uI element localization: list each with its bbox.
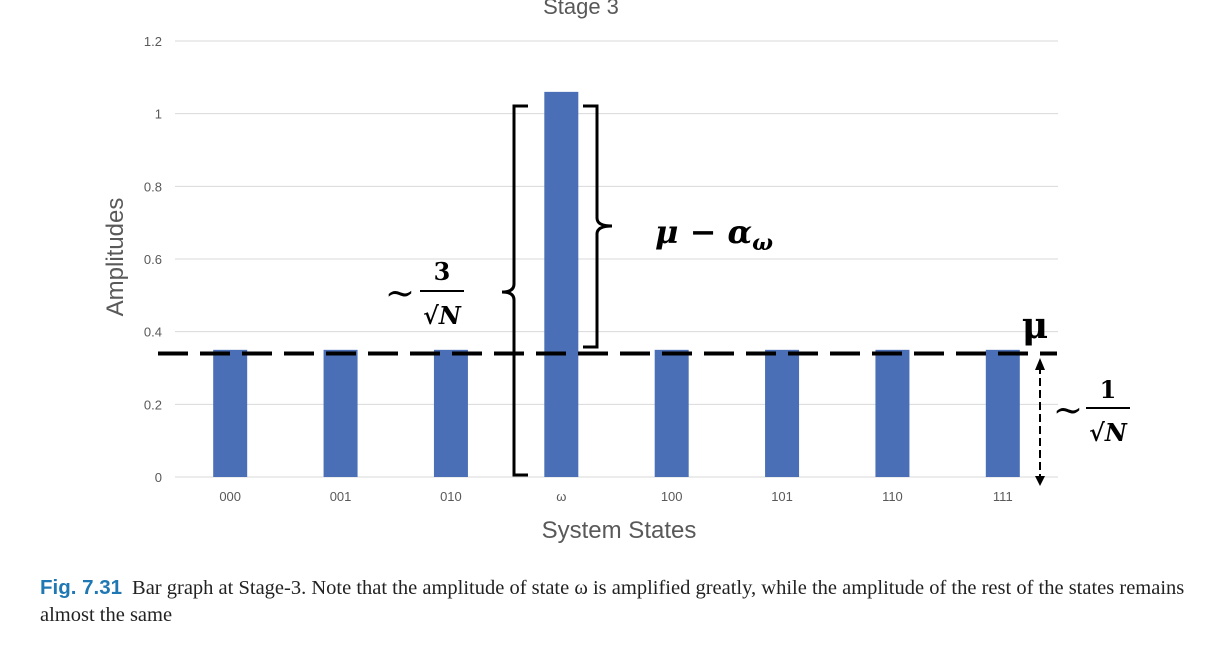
left-curly-brace: [501, 104, 528, 477]
x-tick-label: 100: [661, 489, 683, 504]
bar-001: [323, 349, 358, 477]
caption-text: Bar graph at Stage-3. Note that the ampl…: [40, 577, 1185, 626]
bar-100: [654, 349, 689, 477]
mu-minus-alpha-label: μ − αω: [655, 213, 773, 256]
x-tick-label: 111: [993, 489, 1013, 504]
numerator-1: 1: [1100, 375, 1117, 404]
three-over-sqrtN-annotation: ~ 3 √N: [385, 257, 464, 330]
numerator-3: 3: [434, 257, 451, 286]
y-tick-label: 1: [155, 107, 162, 122]
figure-caption: Fig. 7.31 Bar graph at Stage-3. Note that…: [40, 574, 1200, 629]
denominator-sqrtN: √N: [423, 301, 462, 330]
y-axis-title: Amplitudes: [102, 198, 129, 317]
x-tick-label: ω: [556, 489, 566, 504]
figure-label: Fig. 7.31: [40, 576, 123, 599]
x-tick-label: 110: [882, 489, 903, 504]
bar-101: [765, 349, 800, 477]
right-curly-brace: [583, 104, 613, 349]
bar-ω: [544, 91, 579, 477]
x-tick-label: 001: [330, 489, 352, 504]
arrow-head-bottom: [1035, 476, 1045, 486]
arrow-head-top: [1035, 358, 1045, 370]
bar-111: [985, 349, 1020, 477]
gridlines: [175, 40, 1058, 478]
x-tick-label: 010: [440, 489, 462, 504]
y-tick-label: 0.2: [144, 397, 162, 412]
x-tick-label: 101: [771, 489, 793, 504]
one-over-sqrtN-annotation: ~ 1 √N: [1035, 358, 1130, 486]
denominator-sqrtN-2: √N: [1089, 418, 1128, 447]
y-tick-label: 1.2: [144, 34, 162, 49]
bar-chart: Stage 3 0 0.2 0.4 0.6 0.8 1 1.2 000 001 010 ω 100 1…: [102, 0, 1130, 544]
y-tick-label: 0: [155, 470, 162, 485]
y-tick-label: 0.4: [144, 325, 162, 340]
x-tick-label: 000: [219, 489, 241, 504]
bar-000: [213, 349, 248, 477]
x-axis-title: System States: [542, 517, 697, 544]
chart-title: Stage 3: [543, 0, 619, 19]
mu-label: μ: [1022, 305, 1048, 347]
x-tick-labels: 000 001 010 ω 100 101 110 111: [219, 489, 1012, 504]
y-tick-label: 0.8: [144, 179, 162, 194]
bar-110: [875, 349, 910, 477]
y-tick-labels: 0 0.2 0.4 0.6 0.8 1 1.2: [144, 34, 162, 485]
y-tick-label: 0.6: [144, 252, 162, 267]
tilde-symbol-2: ~: [1053, 390, 1083, 431]
tilde-symbol: ~: [385, 273, 415, 314]
bars: [213, 91, 1020, 477]
bar-010: [433, 349, 468, 477]
